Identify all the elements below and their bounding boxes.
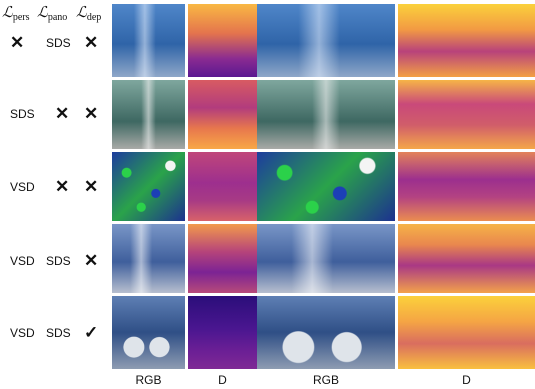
row-2-perspective-rgb-image bbox=[112, 152, 185, 221]
row-0-pers-setting: ✕ bbox=[10, 33, 25, 52]
footer-label-perspective-depth: D bbox=[218, 373, 227, 387]
row-1-dep-setting: ✕ bbox=[84, 104, 99, 123]
row-1-pers-setting: SDS bbox=[10, 107, 35, 121]
loss-header-pers: ℒpers bbox=[2, 5, 30, 23]
row-2-pano-setting: ✕ bbox=[55, 177, 70, 196]
row-3-panorama-depth-image bbox=[398, 224, 535, 293]
row-4-perspective-rgb-image bbox=[112, 296, 185, 369]
row-3-perspective-rgb-image bbox=[112, 224, 185, 293]
row-4-dep-setting: ✓ bbox=[84, 323, 99, 342]
row-4-panorama-depth-image bbox=[398, 296, 535, 369]
footer-label-panorama-depth: D bbox=[462, 373, 471, 387]
row-3-dep-setting: ✕ bbox=[84, 251, 99, 270]
row-3-panorama-rgb-image bbox=[257, 224, 395, 293]
row-4-pano-setting: SDS bbox=[46, 326, 71, 340]
row-2-dep-setting: ✕ bbox=[84, 177, 99, 196]
row-0-perspective-rgb-image bbox=[112, 4, 185, 77]
row-1-perspective-rgb-image bbox=[112, 80, 185, 149]
row-0-perspective-depth-image bbox=[188, 4, 257, 77]
row-3-perspective-depth-image bbox=[188, 224, 257, 293]
row-2-panorama-depth-image bbox=[398, 152, 535, 221]
row-1-pano-setting: ✕ bbox=[55, 104, 70, 123]
footer-label-perspective-rgb: RGB bbox=[135, 373, 162, 387]
row-2-panorama-rgb-image bbox=[257, 152, 395, 221]
row-3-pano-setting: SDS bbox=[46, 254, 71, 268]
row-1-panorama-rgb-image bbox=[257, 80, 395, 149]
row-3-pers-setting: VSD bbox=[10, 254, 35, 268]
row-4-pers-setting: VSD bbox=[10, 326, 35, 340]
row-0-panorama-rgb-image bbox=[257, 4, 395, 77]
row-2-pers-setting: VSD bbox=[10, 180, 35, 194]
row-2-perspective-depth-image bbox=[188, 152, 257, 221]
row-0-panorama-depth-image bbox=[398, 4, 535, 77]
row-0-dep-setting: ✕ bbox=[84, 33, 99, 52]
footer-label-panorama-rgb: RGB bbox=[312, 373, 339, 387]
row-4-panorama-rgb-image bbox=[257, 296, 395, 369]
row-1-perspective-depth-image bbox=[188, 80, 257, 149]
row-0-pano-setting: SDS bbox=[46, 36, 71, 50]
loss-header-dep: ℒdep bbox=[76, 5, 102, 23]
row-1-panorama-depth-image bbox=[398, 80, 535, 149]
loss-header-pano: ℒpano bbox=[37, 5, 68, 23]
row-4-perspective-depth-image bbox=[188, 296, 257, 369]
